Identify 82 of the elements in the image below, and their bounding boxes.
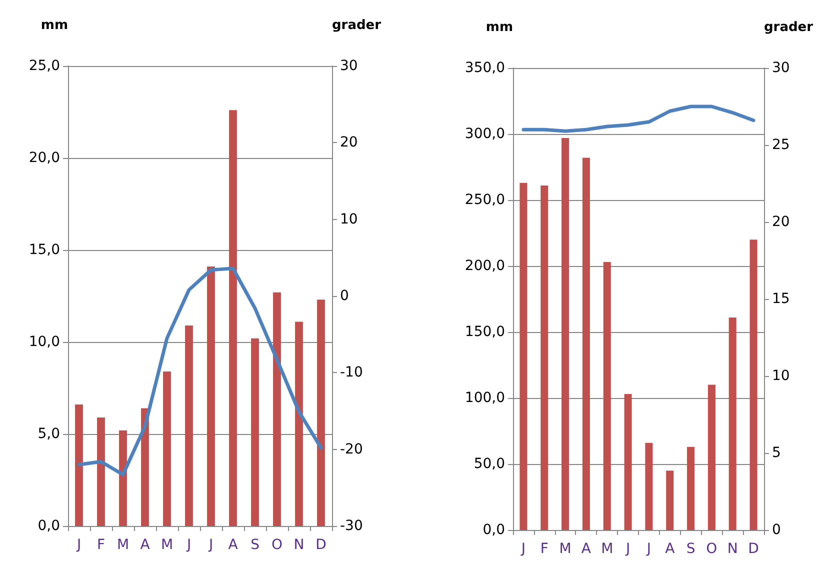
bar <box>708 384 716 530</box>
y-tick-label: 5,0 <box>38 426 60 442</box>
x-tick-label: J <box>76 537 82 553</box>
y2-tick-label: -10 <box>340 364 363 381</box>
bar <box>728 317 736 530</box>
x-tick-label: J <box>624 541 630 557</box>
x-tick-label: M <box>116 537 130 553</box>
y-tick-label: 300,0 <box>464 126 505 142</box>
bar <box>273 292 281 526</box>
x-tick-label: D <box>316 537 326 553</box>
y2-tick-label: -30 <box>340 518 363 534</box>
x-tick-label: S <box>250 537 260 553</box>
y-axis-title: mm <box>40 18 68 33</box>
y2-tick-label: 15 <box>772 291 790 307</box>
x-tick-label: N <box>727 541 738 557</box>
bar <box>603 262 611 530</box>
bar <box>624 394 632 530</box>
bar <box>141 408 149 526</box>
bar <box>207 266 215 526</box>
x-tick-label: M <box>559 541 572 557</box>
y-tick-label: 20,0 <box>28 150 60 166</box>
x-tick-label: F <box>540 541 548 557</box>
bar <box>520 182 528 530</box>
x-tick-label: A <box>665 541 676 557</box>
x-tick-label: F <box>96 537 106 553</box>
bar <box>750 240 758 530</box>
y2-tick-label: 5 <box>772 445 781 461</box>
x-tick-label: M <box>601 541 614 557</box>
y-tick-label: 0,0 <box>38 518 60 534</box>
bar <box>75 404 83 526</box>
x-tick-label: O <box>271 537 283 553</box>
bar <box>229 110 237 526</box>
x-tick-label: J <box>520 541 526 557</box>
x-tick-label: D <box>748 541 759 557</box>
bar <box>251 338 259 526</box>
x-tick-label: S <box>686 541 696 557</box>
bar <box>562 138 570 530</box>
y-tick-label: 25,0 <box>28 58 60 74</box>
x-tick-label: A <box>228 537 238 553</box>
bar <box>317 300 325 526</box>
y2-tick-label: 20 <box>772 214 790 230</box>
line-series <box>522 104 756 133</box>
bar <box>666 470 674 530</box>
bar <box>119 430 127 526</box>
y2-tick-label: 20 <box>340 134 358 151</box>
bar <box>540 185 548 530</box>
y2-tick-label: 30 <box>340 58 358 74</box>
bar <box>185 325 193 526</box>
x-tick-label: N <box>294 537 304 553</box>
x-tick-label: J <box>186 537 192 553</box>
y-tick-label: 250,0 <box>464 192 505 208</box>
y-tick-label: 50,0 <box>474 456 505 472</box>
y-tick-label: 100,0 <box>464 390 505 406</box>
y-axis-title: mm <box>486 20 513 35</box>
bar <box>582 158 590 530</box>
x-tick-label: J <box>208 537 214 553</box>
y2-axis-title: grader <box>764 20 814 35</box>
bar <box>687 446 695 530</box>
y-tick-label: 200,0 <box>464 258 505 274</box>
y-tick-label: 0,0 <box>482 522 505 538</box>
y2-tick-label: 10 <box>772 368 790 384</box>
y2-tick-label: -20 <box>340 441 363 458</box>
x-tick-label: M <box>160 537 174 553</box>
y-tick-label: 350,0 <box>464 60 505 76</box>
bar <box>645 442 653 530</box>
y2-tick-label: 25 <box>772 137 790 153</box>
bar <box>97 417 105 526</box>
y2-tick-label: 0 <box>772 522 781 538</box>
y2-tick-label: 30 <box>772 60 790 76</box>
y-tick-label: 15,0 <box>28 242 60 258</box>
bar <box>163 371 171 526</box>
y-tick-label: 10,0 <box>28 334 60 350</box>
x-tick-label: A <box>140 537 150 553</box>
x-tick-label: J <box>646 541 652 557</box>
y2-tick-label: 10 <box>340 211 358 228</box>
x-tick-label: A <box>581 541 592 557</box>
y-tick-label: 150,0 <box>464 324 505 340</box>
y2-axis-title: grader <box>332 18 382 33</box>
y2-tick-label: 0 <box>340 288 349 304</box>
bar <box>295 322 303 526</box>
line-series <box>77 266 323 476</box>
x-tick-label: O <box>706 541 718 557</box>
